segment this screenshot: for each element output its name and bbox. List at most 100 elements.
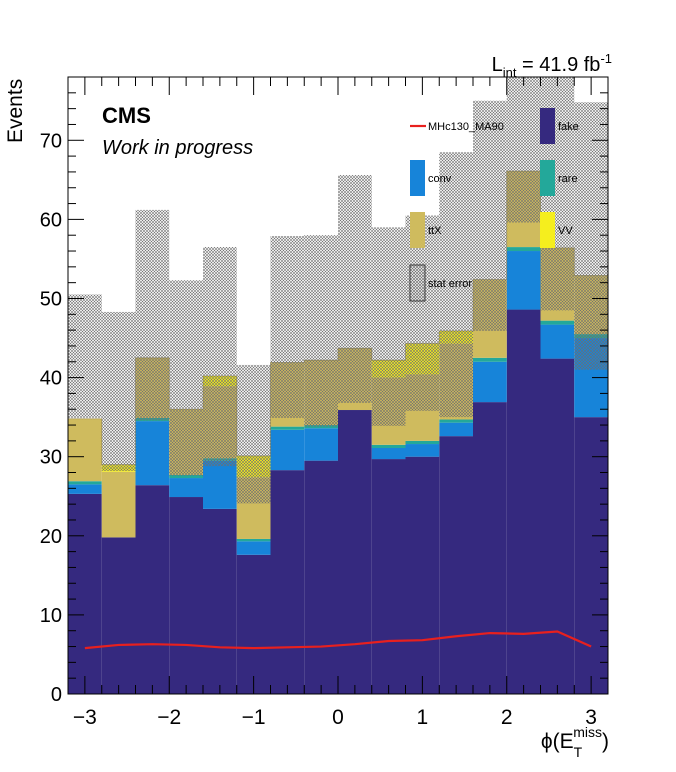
x-tick-label: 3: [585, 706, 597, 729]
lumi-main: L: [492, 54, 503, 76]
stat-error-band-7: [304, 235, 338, 427]
y-axis-ticks: [68, 76, 608, 695]
x-tick-label: −1: [242, 706, 266, 729]
stat-error-band-1: [101, 311, 136, 471]
bar-fake-10: [405, 456, 440, 694]
bar-fake-13: [506, 309, 541, 694]
legend: MHc130_MA90 fake conv rare ttX VV stat error: [409, 108, 579, 302]
x-axis-label-close: ): [602, 730, 609, 753]
lumi-label: Lint = 41.9 fb-1: [492, 51, 612, 80]
stat-error-band-5: [236, 364, 271, 504]
legend-item-rare: rare: [540, 160, 578, 196]
bar-fake-3: [169, 497, 203, 694]
bar-rare-6: [270, 426, 305, 430]
bar-ttx-1: [101, 471, 136, 538]
bar-rare-9: [371, 444, 406, 448]
bar-fake-15: [574, 417, 608, 694]
bar-rare-5: [236, 538, 271, 542]
x-tick-label: 0: [332, 706, 344, 729]
bar-fake-8: [338, 410, 372, 694]
y-tick-label: 10: [40, 605, 62, 627]
y-axis-label: Events: [4, 79, 27, 143]
y-tick-label: 30: [40, 447, 62, 469]
bar-conv-5: [236, 541, 271, 555]
legend-label-mhc130-ma90: MHc130_MA90: [428, 121, 504, 133]
stat-error-band-0: [68, 294, 102, 418]
bar-fake-12: [473, 402, 507, 694]
y-tick-label: 0: [51, 684, 62, 706]
cms-sublabel: Work in progress: [102, 137, 253, 159]
x-tick-label: 1: [417, 706, 429, 729]
bar-fake-7: [304, 460, 338, 694]
bar-conv-10: [405, 444, 440, 457]
lumi-sub: int: [503, 65, 517, 80]
legend-item-stat-error: stat error: [409, 264, 472, 302]
legend-item-ttx: ttX: [410, 212, 442, 248]
legend-swatch-stat-error: [409, 264, 426, 302]
bar-conv-0: [68, 484, 102, 494]
y-tick-label: 50: [40, 288, 62, 310]
lumi-sup: -1: [600, 51, 612, 66]
bar-rare-0: [68, 481, 102, 485]
stat-error-band-2: [135, 209, 170, 421]
legend-swatch-conv: [410, 160, 425, 196]
bar-rare-3: [169, 474, 203, 479]
legend-item-vv: VV: [540, 212, 573, 248]
bar-fake-0: [68, 493, 102, 694]
stat-error-band-8: [338, 175, 372, 403]
plot-area: [68, 77, 608, 694]
y-tick-label: 70: [40, 130, 62, 152]
bar-fake-14: [540, 358, 575, 694]
bar-conv-3: [169, 478, 203, 498]
stat-error-band-15: [574, 102, 608, 370]
lumi-value: = 41.9 fb: [516, 54, 600, 76]
bar-fake-2: [135, 485, 170, 694]
bar-ttx-0: [68, 418, 102, 482]
series-fake: [68, 309, 608, 694]
legend-swatch-rare: [540, 160, 555, 196]
stat-error-band-9: [371, 227, 406, 426]
bar-fake-5: [236, 554, 271, 694]
x-axis-label-sub: T: [574, 744, 583, 760]
bar-conv-11: [439, 422, 473, 437]
stat-error-band-6: [270, 236, 305, 418]
legend-label-conv: conv: [428, 173, 452, 185]
stat-error-band-11: [439, 152, 473, 418]
bar-conv-13: [506, 251, 541, 310]
bar-conv-9: [371, 447, 406, 460]
x-tick-label: −3: [73, 706, 97, 729]
bar-rare-14: [540, 320, 575, 325]
y-tick-label: 60: [40, 209, 62, 231]
y-tick-label: 40: [40, 368, 62, 390]
stat-error-band-4: [203, 247, 237, 467]
x-axis-label-base: ϕ(E: [541, 730, 574, 753]
legend-item-mhc130-ma90: MHc130_MA90: [410, 121, 504, 133]
x-tick-label: 2: [501, 706, 513, 729]
stat-error-band-12: [473, 100, 507, 331]
legend-item-conv: conv: [410, 160, 452, 196]
x-axis-label-sup: miss: [573, 724, 602, 740]
bar-fake-9: [371, 459, 406, 694]
bar-rare-11: [439, 419, 473, 423]
legend-label-ttx: ttX: [428, 225, 442, 237]
signal-line-mhc130-ma90: [84, 630, 592, 650]
legend-item-fake: fake: [540, 108, 579, 144]
bar-rare-10: [405, 440, 440, 445]
bar-rare-13: [506, 247, 541, 252]
bar-rare-12: [473, 357, 507, 362]
bar-fake-1: [101, 537, 136, 694]
bar-conv-14: [540, 324, 575, 359]
bar-fake-11: [439, 436, 473, 694]
legend-swatch-vv: [540, 212, 555, 248]
legend-label-stat-error: stat error: [428, 278, 472, 290]
bar-conv-12: [473, 361, 507, 403]
stat-error-band-13: [506, 77, 541, 223]
bar-conv-6: [270, 429, 305, 471]
legend-swatch-fake: [540, 108, 555, 144]
bar-fake-6: [270, 470, 305, 694]
legend-label-rare: rare: [558, 173, 578, 185]
cms-label: CMS: [102, 103, 151, 128]
stat-error-band-3: [169, 280, 203, 476]
legend-label-fake: fake: [558, 121, 579, 133]
